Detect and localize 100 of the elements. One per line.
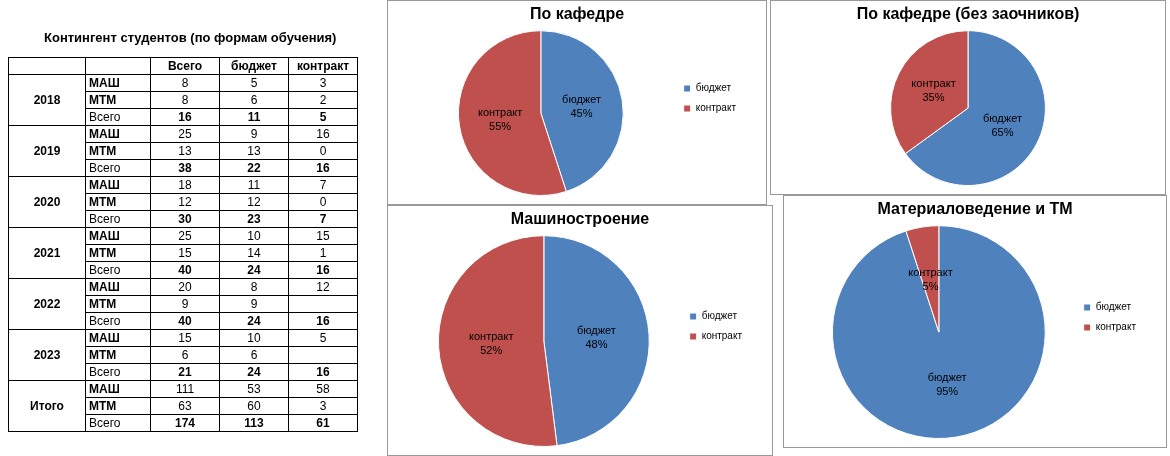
data-label: 35% — [922, 90, 945, 103]
y-tick-label: МТМ — [85, 193, 151, 211]
data-label: 6 — [150, 346, 220, 364]
data-label: 113 — [219, 414, 289, 432]
chart-title: Контингент студентов (по формам обучения) — [43, 30, 338, 45]
slice-label: бюджет — [927, 370, 967, 383]
data-label: 22 — [219, 159, 289, 177]
y-tick-label: МТМ — [85, 346, 151, 364]
legend-label: бюджет — [1095, 301, 1132, 313]
chart-title: Материаловедение и ТМ — [877, 200, 1073, 218]
data-label: 60 — [219, 397, 289, 415]
data-label: 8 — [150, 91, 220, 109]
x-tick-label: контракт — [288, 57, 358, 75]
data-label: 9 — [150, 295, 220, 313]
data-label: 10 — [219, 227, 289, 245]
data-label: 16 — [288, 125, 358, 143]
data-label: 58 — [288, 380, 358, 398]
y-tick-label: Всего — [85, 363, 151, 381]
data-label: 5 — [219, 74, 289, 92]
y-tick-label: Всего — [85, 312, 151, 330]
y-tick-label: МТМ — [85, 397, 151, 415]
data-label: 20 — [150, 278, 220, 296]
data-label: 8 — [150, 74, 220, 92]
slice-label: бюджет — [576, 323, 616, 336]
y-tick-label: МТМ — [85, 91, 151, 109]
data-label: 52% — [480, 344, 503, 357]
y-tick-label: МАШ — [85, 176, 151, 194]
data-label: 16 — [288, 363, 358, 381]
chart-title: По кафедре — [529, 5, 625, 23]
data-label: 14 — [219, 244, 289, 262]
text: 2022 — [8, 278, 86, 330]
data-label: 24 — [219, 312, 289, 330]
y-tick-label: Всего — [85, 210, 151, 228]
text: 2019 — [8, 125, 86, 177]
data-label: 55% — [489, 119, 512, 132]
data-label: 5 — [288, 108, 358, 126]
data-label: 15 — [288, 227, 358, 245]
data-label: 40 — [150, 261, 220, 279]
data-label: 18 — [150, 176, 220, 194]
chart-title: Машиностроение — [510, 210, 650, 228]
slice-label: бюджет — [562, 92, 601, 105]
data-label: 5 — [288, 329, 358, 347]
text: 2020 — [8, 176, 86, 228]
data-label: 16 — [288, 261, 358, 279]
data-label: 24 — [219, 363, 289, 381]
y-tick-label: МАШ — [85, 125, 151, 143]
x-tick-label: бюджет — [219, 57, 289, 75]
slice-label: контракт — [477, 105, 523, 118]
y-tick-label: МАШ — [85, 380, 151, 398]
slice-label: контракт — [911, 76, 956, 89]
y-tick-label: МАШ — [85, 278, 151, 296]
data-label: 13 — [219, 142, 289, 160]
chart-title: По кафедре (без заочников) — [856, 5, 1080, 23]
data-label: 40 — [150, 312, 220, 330]
data-label: 174 — [150, 414, 220, 432]
data-label: 38 — [150, 159, 220, 177]
data-label: 15 — [150, 244, 220, 262]
y-tick-label: Всего — [85, 159, 151, 177]
data-label: 11 — [219, 176, 289, 194]
data-label: 9 — [219, 295, 289, 313]
y-tick-label: МТМ — [85, 295, 151, 313]
data-label: 1 — [288, 244, 358, 262]
data-label: 15 — [150, 329, 220, 347]
data-label: 48% — [585, 337, 608, 350]
data-label: 61 — [288, 414, 358, 432]
data-label: 11 — [219, 108, 289, 126]
y-tick-label: МАШ — [85, 74, 151, 92]
data-label: 111 — [150, 380, 220, 398]
data-label: 7 — [288, 210, 358, 228]
text: 2018 — [8, 74, 86, 126]
data-label: 45% — [570, 106, 593, 119]
data-label: 53 — [219, 380, 289, 398]
data-label: 16 — [150, 108, 220, 126]
y-tick-label: МАШ — [85, 329, 151, 347]
data-label: 3 — [288, 74, 358, 92]
data-label: 63 — [150, 397, 220, 415]
data-label: 6 — [219, 91, 289, 109]
text: 2023 — [8, 329, 86, 381]
data-label: 0 — [288, 193, 358, 211]
data-label: 0 — [288, 142, 358, 160]
data-label: 12 — [219, 193, 289, 211]
data-label: 16 — [288, 159, 358, 177]
data-label: 3 — [288, 397, 358, 415]
data-label: 6 — [219, 346, 289, 364]
slice-label: бюджет — [983, 111, 1022, 124]
legend-label: бюджет — [695, 82, 732, 94]
data-label: 5% — [922, 279, 939, 292]
data-label: 8 — [219, 278, 289, 296]
legend-label: бюджет — [701, 310, 738, 322]
data-label: 12 — [288, 278, 358, 296]
legend-label: контракт — [1095, 321, 1137, 333]
data-label: 10 — [219, 329, 289, 347]
data-label: 9 — [219, 125, 289, 143]
data-label: 13 — [150, 142, 220, 160]
data-label: 7 — [288, 176, 358, 194]
data-label: 23 — [219, 210, 289, 228]
text: Итого — [8, 380, 86, 432]
y-tick-label: Всего — [85, 108, 151, 126]
slice-label: контракт — [469, 330, 514, 343]
y-tick-label: МТМ — [85, 244, 151, 262]
